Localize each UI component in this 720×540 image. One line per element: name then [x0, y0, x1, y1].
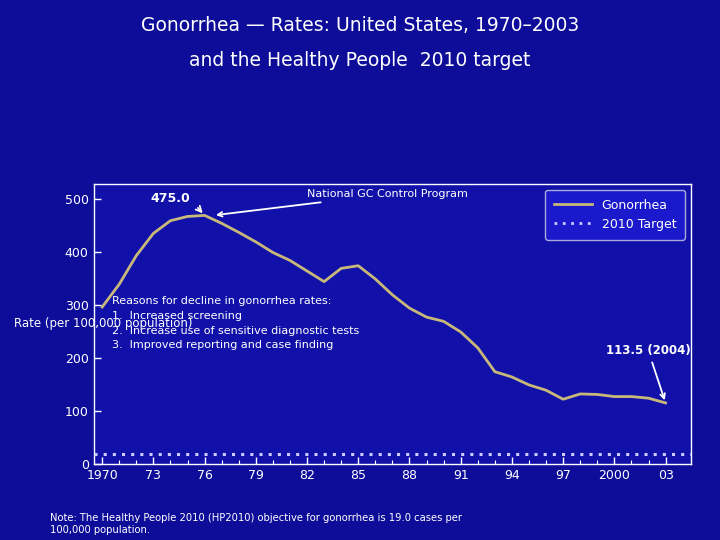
- Text: Gonorrhea — Rates: United States, 1970–2003: Gonorrhea — Rates: United States, 1970–2…: [141, 16, 579, 35]
- Text: 475.0: 475.0: [150, 192, 189, 205]
- Legend: Gonorrhea, 2010 Target: Gonorrhea, 2010 Target: [545, 190, 685, 240]
- Text: Note: The Healthy People 2010 (HP2010) objective for gonorrhea is 19.0 cases per: Note: The Healthy People 2010 (HP2010) o…: [50, 513, 462, 535]
- Text: National GC Control Program: National GC Control Program: [218, 189, 468, 217]
- Text: and the Healthy People  2010 target: and the Healthy People 2010 target: [189, 51, 531, 70]
- Text: 113.5 (2004): 113.5 (2004): [606, 344, 690, 399]
- Text: Reasons for decline in gonorrhea rates:
1.  Increased screening
2.  Increase use: Reasons for decline in gonorrhea rates: …: [112, 296, 359, 350]
- Text: Rate (per 100,000 population): Rate (per 100,000 population): [14, 318, 193, 330]
